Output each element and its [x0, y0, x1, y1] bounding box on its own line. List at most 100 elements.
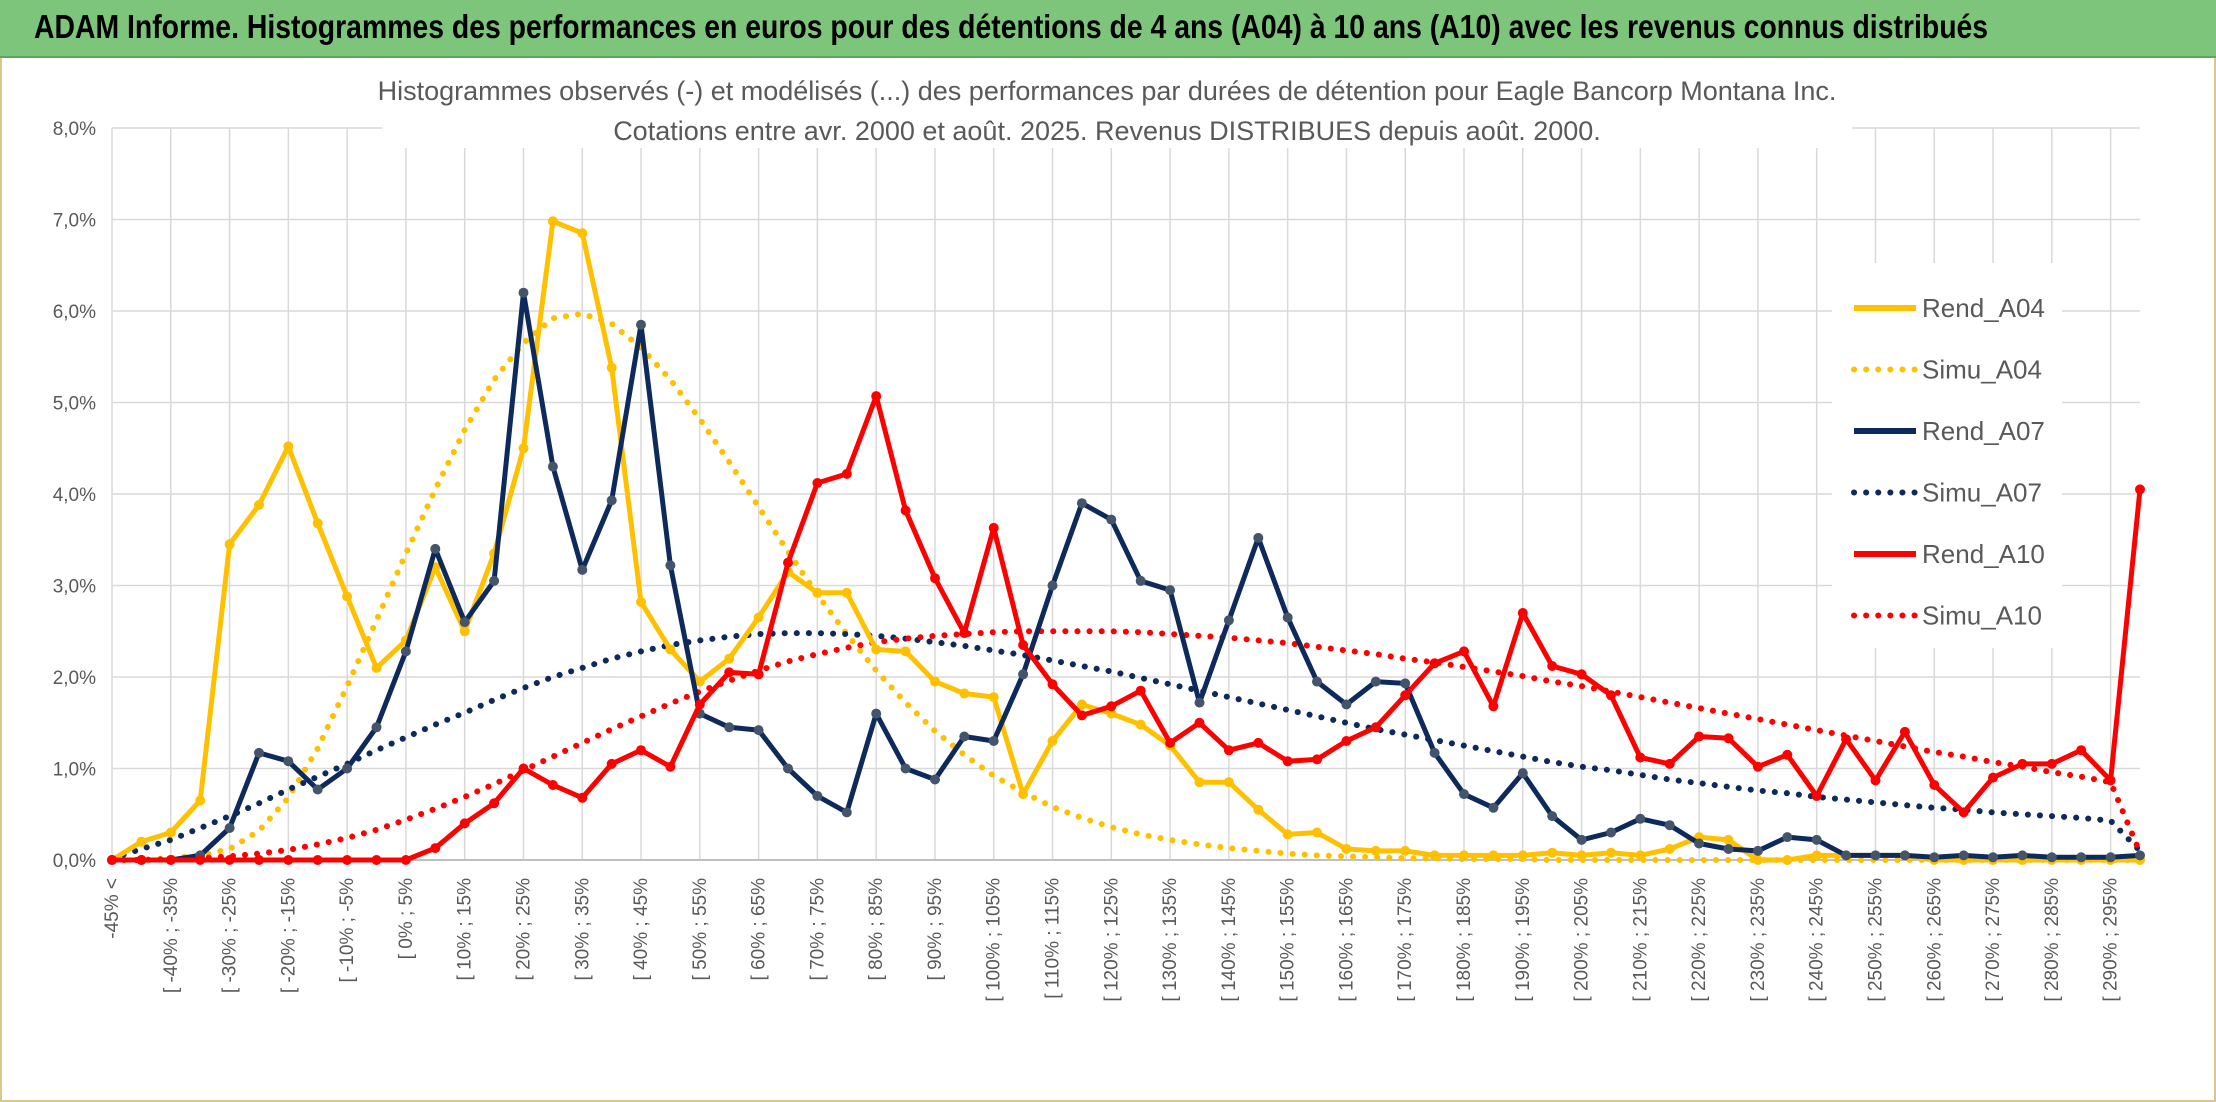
data-point-Rend_A10	[1606, 690, 1616, 701]
data-point-Rend_A07	[371, 722, 382, 733]
data-point-Rend_A07	[1370, 676, 1381, 687]
data-point-Rend_A10	[1752, 761, 1763, 772]
x-tick-label: [ 110% ; 115%	[1043, 878, 1064, 999]
x-tick-label: [ 260% ; 265%	[1924, 878, 1945, 1002]
data-point-Rend_A04	[665, 644, 676, 655]
data-point-Rend_A07	[1047, 580, 1058, 591]
data-point-Rend_A10	[988, 522, 999, 533]
data-point-Rend_A07	[518, 287, 529, 298]
data-point-Rend_A04	[1253, 804, 1264, 815]
data-point-Rend_A04	[1547, 847, 1558, 858]
data-point-Rend_A07	[430, 543, 441, 554]
x-tick-label: [ 220% ; 225%	[1689, 878, 1710, 1002]
x-tick-label: [ 270% ; 275%	[1983, 878, 2004, 1002]
data-point-Rend_A07	[1076, 498, 1087, 509]
data-point-Rend_A10	[1782, 749, 1793, 760]
series-line-Rend_A07	[112, 290, 2141, 863]
data-point-Rend_A07	[812, 791, 823, 801]
data-point-Rend_A07	[2017, 850, 2028, 861]
data-point-Rend_A07	[2135, 850, 2145, 861]
data-point-Rend_A04	[841, 587, 852, 598]
y-tick-label: 4,0%	[53, 485, 96, 506]
x-tick-label: [ 10% ; 15%	[455, 878, 476, 981]
data-point-Rend_A10	[1282, 756, 1293, 767]
y-tick-label: 7,0%	[53, 211, 96, 232]
data-point-Rend_A04	[1488, 850, 1499, 861]
data-point-Rend_A07	[636, 319, 646, 330]
x-tick-label: [ 280% ; 285%	[2042, 878, 2063, 1002]
data-point-Rend_A04	[1135, 719, 1146, 730]
data-point-Rend_A04	[871, 644, 882, 655]
data-point-Rend_A10	[1841, 734, 1852, 745]
data-point-Rend_A04	[1341, 844, 1352, 854]
data-point-Rend_A04	[371, 662, 382, 673]
data-point-Rend_A07	[1929, 852, 1940, 863]
data-point-Rend_A04	[724, 653, 735, 664]
data-point-Rend_A10	[606, 758, 617, 769]
x-tick-label: [ 230% ; 235%	[1748, 878, 1769, 1002]
data-point-Rend_A07	[665, 560, 676, 571]
data-point-Rend_A10	[900, 505, 911, 516]
data-point-Rend_A07	[577, 564, 588, 575]
data-point-Rend_A10	[1958, 807, 1969, 818]
data-point-Rend_A07	[1517, 768, 1528, 779]
data-point-Rend_A07	[2076, 852, 2087, 863]
data-point-Rend_A10	[2076, 745, 2087, 756]
data-point-Rend_A07	[1958, 850, 1969, 861]
data-point-Rend_A07	[1341, 699, 1352, 710]
data-point-Rend_A04	[1194, 777, 1205, 788]
x-tick-label: [ 50% ; 55%	[690, 878, 711, 981]
data-point-Rend_A04	[1576, 850, 1587, 861]
data-point-Rend_A10	[1400, 690, 1411, 701]
data-point-Rend_A07	[1988, 852, 1998, 863]
data-point-Rend_A10	[2135, 484, 2145, 495]
data-point-Rend_A04	[900, 646, 911, 657]
data-point-Rend_A10	[812, 478, 823, 488]
series-line-Simu_A10	[109, 628, 2143, 863]
data-point-Rend_A10	[1488, 701, 1499, 712]
legend-item-Rend_A04: Rend_A04	[1854, 293, 2045, 323]
data-point-Rend_A10	[1165, 737, 1176, 748]
data-point-Rend_A10	[283, 855, 294, 865]
data-point-Rend_A10	[312, 855, 323, 865]
x-tick-label: [ 290% ; 295%	[2101, 878, 2122, 1002]
data-point-Rend_A04	[165, 827, 176, 838]
data-point-Rend_A10	[1870, 775, 1881, 786]
data-point-Rend_A07	[2105, 852, 2116, 863]
x-tick-label: [ 180% ; 185%	[1454, 878, 1475, 1002]
data-point-Rend_A10	[930, 573, 940, 584]
data-point-Rend_A04	[312, 518, 323, 529]
series-line-Simu_A07	[109, 630, 2143, 862]
data-point-Rend_A10	[1106, 701, 1117, 712]
y-tick-label: 3,0%	[53, 577, 96, 598]
x-tick-label: -45% <	[102, 878, 123, 939]
data-point-Rend_A10	[1664, 758, 1675, 769]
data-point-Rend_A10	[400, 855, 411, 865]
data-point-Rend_A07	[841, 807, 852, 818]
y-tick-label: 0,0%	[53, 851, 96, 872]
data-point-Rend_A07	[871, 708, 882, 719]
x-tick-label: [ 240% ; 245%	[1807, 878, 1828, 1002]
data-point-Rend_A07	[1135, 575, 1146, 586]
data-point-Rend_A04	[1400, 845, 1411, 856]
data-point-Rend_A04	[959, 688, 970, 699]
y-tick-label: 6,0%	[53, 302, 96, 323]
data-point-Rend_A10	[107, 855, 117, 865]
y-axis: 0,0% 1,0% 2,0% 3,0% 4,0% 5,0% 6,0% 7,0% 8,0%	[53, 119, 96, 872]
data-point-Rend_A04	[1606, 847, 1616, 858]
data-point-Rend_A07	[1576, 834, 1587, 845]
data-point-Rend_A04	[1312, 827, 1322, 838]
data-point-Rend_A10	[841, 468, 852, 479]
data-point-Rend_A07	[1723, 844, 1734, 854]
data-point-Rend_A10	[2017, 758, 2028, 769]
data-point-Rend_A07	[1253, 532, 1264, 543]
x-tick-label: [ -40% ; -35%	[161, 878, 182, 993]
data-point-Rend_A10	[224, 855, 235, 865]
data-point-Rend_A07	[606, 495, 617, 506]
data-point-Rend_A04	[254, 500, 264, 510]
x-tick-label: [ 130% ; 135%	[1160, 878, 1181, 1002]
data-point-Rend_A04	[1106, 708, 1117, 719]
data-point-Rend_A04	[1047, 736, 1058, 746]
series-layer	[107, 216, 2145, 865]
data-point-Rend_A07	[1782, 832, 1793, 843]
